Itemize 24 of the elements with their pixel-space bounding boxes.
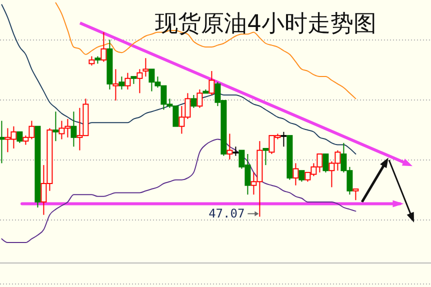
candlestick bbox=[88, 56, 95, 66]
candlestick bbox=[190, 94, 197, 108]
candlestick bbox=[124, 72, 131, 90]
candlestick bbox=[142, 58, 149, 78]
candlestick bbox=[226, 133, 233, 160]
candlestick bbox=[70, 111, 77, 148]
candlestick bbox=[196, 88, 203, 108]
candlestick bbox=[232, 146, 239, 156]
chart-title: 现货原油4小时走势图 bbox=[155, 11, 377, 37]
candlestick bbox=[280, 131, 287, 148]
candlestick bbox=[118, 76, 125, 90]
candlestick bbox=[16, 131, 23, 144]
candlestick bbox=[100, 32, 107, 62]
candlestick bbox=[52, 111, 59, 142]
candlestick bbox=[322, 154, 329, 173]
candlestick bbox=[112, 68, 119, 102]
candlestick bbox=[208, 70, 215, 96]
candlestick bbox=[298, 170, 305, 182]
candlestick bbox=[136, 68, 143, 94]
candlestick bbox=[262, 148, 269, 166]
annotation: 47.07 bbox=[208, 206, 245, 221]
candlestick bbox=[352, 188, 359, 201]
candlestick bbox=[0, 120, 5, 164]
candlestick bbox=[292, 162, 299, 186]
